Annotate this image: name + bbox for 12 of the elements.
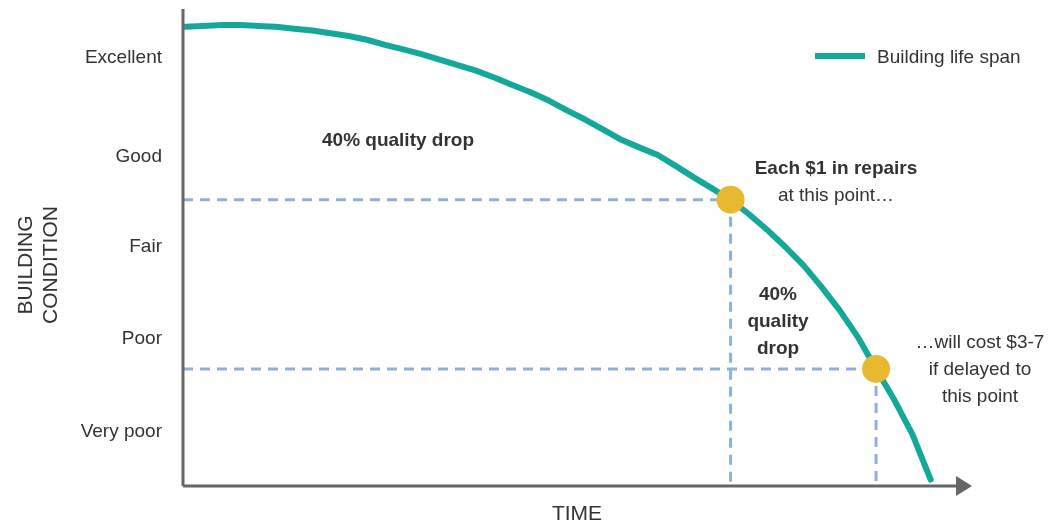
annotation: 40% quality drop [747,283,810,358]
text: Fair [129,235,163,256]
text: Very poor [80,420,163,441]
text: Poor [121,327,163,348]
annotation: Each $1 in repairs at this point… [754,157,918,205]
text: Good [115,145,162,166]
text: BUILDING CONDITION [13,206,61,324]
text: Excellent [84,46,163,67]
annotation: 40% quality drop [322,129,475,150]
legend-label: Building life span [877,46,1021,67]
x-axis-title: TIME [551,501,603,524]
annotation: …will cost $3-7 if delayed to this point [915,331,1045,406]
